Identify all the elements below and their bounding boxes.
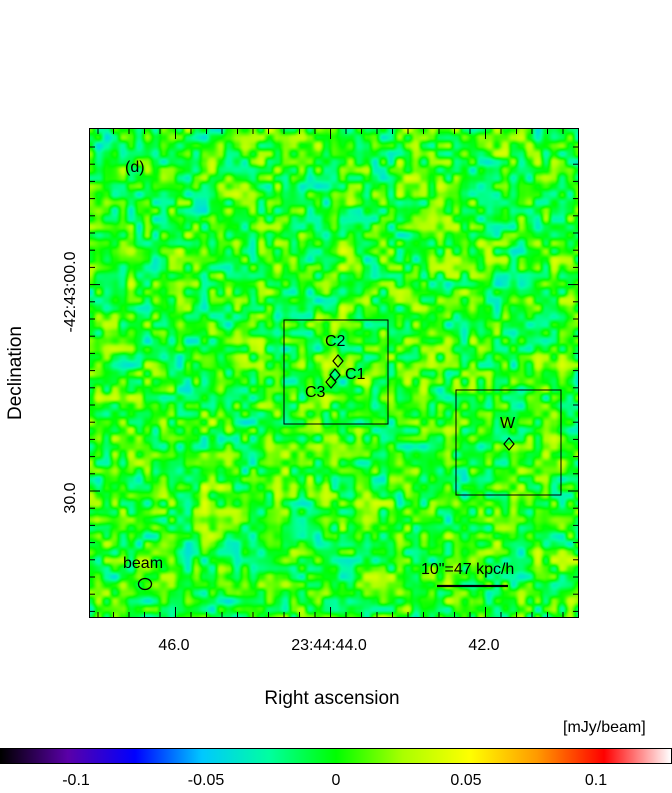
map-noise-image xyxy=(90,129,578,617)
colorbar-tick-label: 0 xyxy=(331,772,341,789)
source-marker-w xyxy=(503,437,515,451)
panel-label: (d) xyxy=(125,159,145,176)
x-tick-label: 46.0 xyxy=(158,637,190,654)
y-axis-title: Declination xyxy=(5,326,26,420)
source-label-c1: C1 xyxy=(345,366,366,383)
source-marker-c3 xyxy=(325,375,337,389)
source-marker-c1 xyxy=(329,368,341,382)
colorbar-tick-label: 0.1 xyxy=(584,772,608,789)
x-axis-title: Right ascension xyxy=(264,688,400,709)
y-tick-label: 30.0 xyxy=(62,482,79,514)
x-tick-label: 42.0 xyxy=(468,637,500,654)
axis-ticks xyxy=(90,129,578,617)
colorbar-tick-label: 0.05 xyxy=(450,772,482,789)
beam-label: beam xyxy=(123,555,164,572)
colorbar-unit-label: [mJy/beam] xyxy=(563,719,646,736)
colorbar-tick-label: -0.1 xyxy=(62,772,90,789)
y-tick-label: -42:43:00.0 xyxy=(62,251,79,333)
colorbar-tick-label: -0.05 xyxy=(187,772,225,789)
source-label-c3: C3 xyxy=(305,384,326,401)
central-region-box xyxy=(283,319,389,425)
source-label-c2: C2 xyxy=(325,333,346,350)
map-overlay xyxy=(90,129,578,617)
beam-ellipse xyxy=(137,577,153,591)
radio-map xyxy=(89,128,579,618)
source-label-w: W xyxy=(500,415,516,432)
x-tick-label: 23:44:44.0 xyxy=(291,637,367,654)
west-region-box xyxy=(455,389,562,496)
source-marker-c2 xyxy=(332,354,344,368)
colorbar xyxy=(0,748,672,764)
scale-bar-label: 10"=47 kpc/h xyxy=(421,561,515,578)
